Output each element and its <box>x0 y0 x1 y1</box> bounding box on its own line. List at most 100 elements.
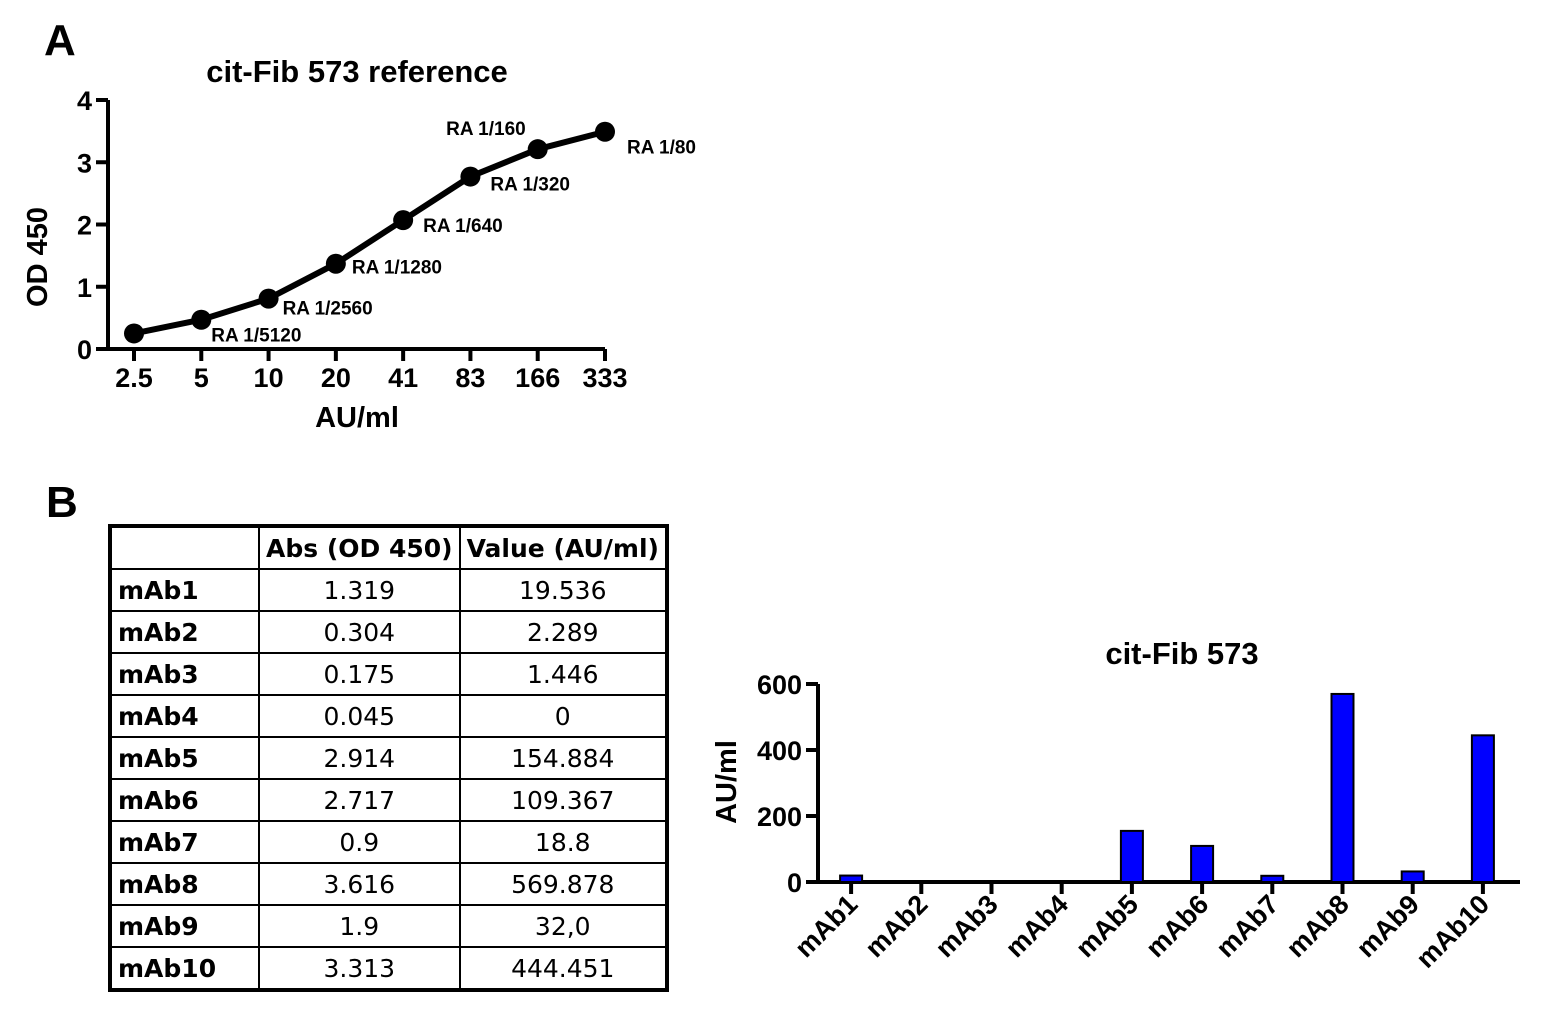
chart-a-data-point <box>393 210 413 230</box>
chart-b-bar <box>1121 831 1143 882</box>
table-cell: 1.9 <box>259 905 460 947</box>
chart-a-data-point <box>326 254 346 274</box>
table-row-label: mAb9 <box>110 905 259 947</box>
chart-a-x-tick-label: 41 <box>388 363 418 393</box>
chart-a-y-tick-label: 1 <box>77 273 92 303</box>
chart-a-x-tick-label: 5 <box>194 363 209 393</box>
chart-b-x-tick-label: mAb3 <box>929 889 1003 963</box>
table-cell: 2.289 <box>460 611 667 653</box>
chart-a-point-label: RA 1/2560 <box>283 299 373 320</box>
chart-b-x-tick-labels: mAb1mAb2mAb3mAb4mAb5mAb6mAb7mAb8mAb9mAb1… <box>789 889 1495 974</box>
chart-a-x-tick-label: 166 <box>515 363 560 393</box>
chart-a-data-point <box>460 167 480 187</box>
chart-b-y-axis-label: AU/ml <box>711 740 743 824</box>
chart-a-y-tick-label: 3 <box>77 148 92 178</box>
table-cell: 3.616 <box>259 863 460 905</box>
chart-b-x-tick-label: mAb5 <box>1070 889 1144 963</box>
chart-b-bar <box>1191 846 1213 882</box>
chart-b-y-tick-label: 0 <box>787 868 802 898</box>
table-row-label: mAb3 <box>110 653 259 695</box>
table-cell: 109.367 <box>460 779 667 821</box>
table-cell: 1.319 <box>259 569 460 611</box>
chart-a-point-label: RA 1/80 <box>627 138 696 159</box>
table-cell: 2.717 <box>259 779 460 821</box>
table-row-label: mAb1 <box>110 569 259 611</box>
table-row-label: mAb5 <box>110 737 259 779</box>
chart-b-x-tick-label: mAb2 <box>859 889 933 963</box>
chart-a-point-label: RA 1/1280 <box>352 258 442 279</box>
chart-b-bar <box>840 876 862 882</box>
chart-b-bars <box>840 694 1494 882</box>
chart-a-point-label: RA 1/640 <box>423 216 503 237</box>
chart-b-x-tick-label: mAb7 <box>1210 889 1284 963</box>
chart-a-data-point <box>595 122 615 142</box>
table-row-label: mAb8 <box>110 863 259 905</box>
table-cell: 569.878 <box>460 863 667 905</box>
table-cell: 3.313 <box>259 947 460 990</box>
table-row-label: mAb7 <box>110 821 259 863</box>
table-row-label: mAb6 <box>110 779 259 821</box>
chart-a-data-point <box>124 323 144 343</box>
chart-a-x-axis-label: AU/ml <box>315 402 399 434</box>
chart-a-y-tick-label: 2 <box>77 211 92 241</box>
table-row-label: mAb4 <box>110 695 259 737</box>
table-header-row: Abs (OD 450)Value (AU/ml) <box>110 526 667 569</box>
table-cell: 154.884 <box>460 737 667 779</box>
table-cell: 0 <box>460 695 667 737</box>
chart-a-x-tick-label: 333 <box>582 363 627 393</box>
chart-a-y-axis-label: OD 450 <box>22 207 54 307</box>
chart-b-y-tick-label: 200 <box>757 802 802 832</box>
table-cell: 2.914 <box>259 737 460 779</box>
chart-b-y-tick-label: 600 <box>757 670 802 700</box>
chart-a-point-labels: RA 1/5120 RA 1/2560 RA 1/1280 RA 1/640 RA 1/… <box>211 119 696 347</box>
chart-b-bar <box>910 881 932 882</box>
chart-a-x-tick-label: 83 <box>455 363 485 393</box>
table-cell: 444.451 <box>460 947 667 990</box>
chart-a-y-tick-label: 0 <box>77 335 92 365</box>
chart-a-point-label: RA 1/160 <box>446 119 526 140</box>
reference-line-chart: cit-Fib 573 reference OD 450 AU/ml 01234… <box>0 40 760 480</box>
table-cell: 19.536 <box>460 569 667 611</box>
chart-a-data-point <box>259 289 279 309</box>
table-header-cell: Abs (OD 450) <box>259 526 460 569</box>
chart-a-x-tick-label: 2.5 <box>115 363 153 393</box>
table-cell: 0.9 <box>259 821 460 863</box>
table-cell: 18.8 <box>460 821 667 863</box>
table-row-label: mAb2 <box>110 611 259 653</box>
chart-b-x-tick-label: mAb4 <box>1000 889 1074 963</box>
chart-b-bar <box>1261 876 1283 882</box>
chart-b-y-tick-label: 400 <box>757 736 802 766</box>
chart-b-x-tick-label: mAb10 <box>1410 889 1495 974</box>
table-cell: 0.045 <box>259 695 460 737</box>
table-cell: 0.175 <box>259 653 460 695</box>
table-cell: 0.304 <box>259 611 460 653</box>
table-row-label: mAb10 <box>110 947 259 990</box>
chart-b-x-tick-label: mAb8 <box>1280 889 1354 963</box>
chart-a-y-tick-label: 4 <box>77 86 92 116</box>
table-cell: 1.446 <box>460 653 667 695</box>
panel-b-letter: B <box>46 478 78 528</box>
chart-a-x-tick-label: 10 <box>254 363 284 393</box>
chart-b-axes <box>816 684 1520 882</box>
chart-b-bar <box>1332 694 1354 882</box>
chart-a-point-label: RA 1/5120 <box>211 326 301 347</box>
chart-b-x-tick-label: mAb1 <box>789 889 863 963</box>
table-header-cell: Value (AU/ml) <box>460 526 667 569</box>
chart-b-title: cit-Fib 573 <box>1105 636 1258 671</box>
chart-a-point-label: RA 1/320 <box>490 175 570 196</box>
table-cell: 32,0 <box>460 905 667 947</box>
